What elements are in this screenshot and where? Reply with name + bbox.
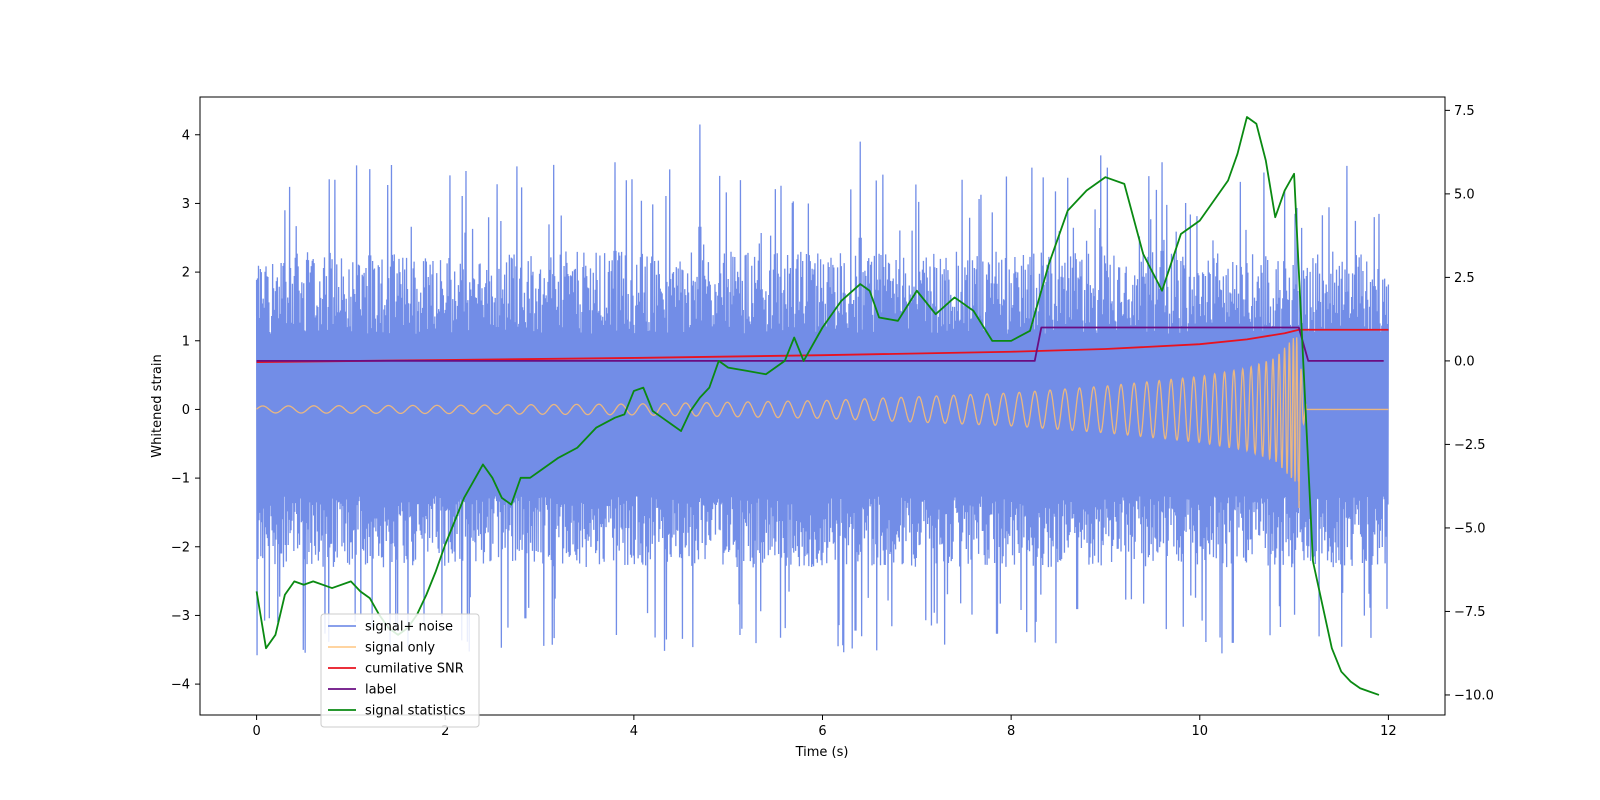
y2-tick-label: 2.5 (1454, 271, 1475, 286)
y-tick-label: 2 (182, 266, 190, 281)
y-tick-label: −4 (171, 678, 190, 693)
series-label (256, 326, 1384, 362)
y-tick-label: 3 (182, 197, 190, 212)
y2-tick-label: 7.5 (1454, 104, 1475, 119)
y-tick-label: −1 (171, 472, 190, 487)
legend-entry-cumilative-snr: cumilative SNR (365, 662, 464, 677)
legend: signal+ noise signal only cumilative SNR la… (320, 613, 480, 728)
y2-tick-label: 0.0 (1454, 354, 1475, 369)
x-tick-label: 12 (1380, 724, 1397, 739)
y2-tick-label: −10.0 (1454, 688, 1494, 703)
y-axis-right: 7.5 5.0 2.5 0.0 −2.5 −5.0 −7.5 −10.0 (1445, 104, 1494, 703)
y-tick-label: −3 (171, 609, 190, 624)
y-tick-label: 1 (182, 334, 190, 349)
y-tick-label: 0 (182, 403, 190, 418)
y-tick-label: 4 (182, 128, 190, 143)
x-axis: 0 2 4 6 8 10 12 (252, 715, 1397, 739)
y2-tick-label: −5.0 (1454, 521, 1486, 536)
y2-tick-label: 5.0 (1454, 187, 1475, 202)
x-tick-label: 8 (1007, 724, 1015, 739)
x-axis-label: Time (s) (795, 745, 849, 760)
legend-box (320, 613, 480, 728)
y-tick-label: −2 (171, 540, 190, 555)
plot-area (255, 116, 1390, 696)
legend-entry-signal-only: signal only (365, 641, 435, 656)
y-axis-left: 4 3 2 1 0 −1 −2 −3 −4 (171, 128, 200, 693)
legend-entry-signal-noise: signal+ noise (365, 620, 453, 635)
x-tick-label: 6 (818, 724, 826, 739)
legend-entry-signal-statistics: signal statistics (365, 704, 466, 719)
x-tick-label: 10 (1191, 724, 1208, 739)
legend-entry-label: label (365, 683, 396, 698)
series-signal-plus-noise (255, 124, 1390, 656)
x-tick-label: 2 (441, 724, 449, 739)
series-signal-only (256, 337, 1389, 508)
y-axis-label: Whitened strain (150, 354, 165, 457)
y2-tick-label: −2.5 (1454, 438, 1486, 453)
x-tick-label: 4 (630, 724, 638, 739)
y2-tick-label: −7.5 (1454, 605, 1486, 620)
x-tick-label: 0 (252, 724, 260, 739)
